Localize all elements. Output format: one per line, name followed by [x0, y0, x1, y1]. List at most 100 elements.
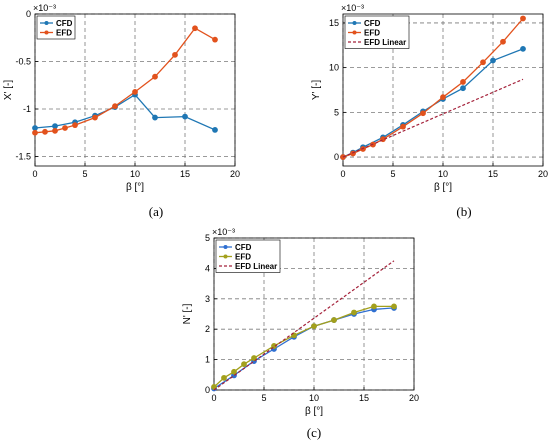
legend-marker [223, 245, 228, 249]
x-tick-label: 20 [409, 393, 419, 403]
x-axis-label: β [°] [434, 182, 452, 193]
data-point-cfd [460, 85, 466, 92]
data-point-efd [52, 127, 58, 134]
y-axis-label: Y' [-] [311, 80, 322, 100]
series-line-efd [213, 305, 394, 388]
y-tick-label: -0.5 [15, 57, 31, 67]
panel-caption: (c) [307, 425, 321, 440]
legend-marker [223, 254, 228, 259]
data-point-efd [241, 361, 247, 368]
data-point-cfd [182, 113, 188, 120]
data-point-efd [480, 59, 486, 66]
data-point-efd [391, 303, 397, 310]
legend-label: EFD [364, 29, 380, 38]
data-point-efd [420, 110, 426, 117]
y-exponent-label: ×10⁻³ [341, 3, 364, 13]
series-line-efd-linear [213, 260, 395, 391]
legend-label: EFD Linear [235, 262, 277, 271]
data-point-efd [221, 374, 227, 381]
legend-label: CFD [56, 19, 73, 28]
data-point-efd [192, 25, 198, 32]
y-tick-label: 4 [205, 263, 210, 273]
data-point-efd [400, 123, 406, 130]
data-point-efd [112, 103, 118, 110]
legend-label: EFD [56, 29, 72, 38]
y-axis-label: N' [-] [182, 303, 193, 324]
x-tick-label: 10 [309, 393, 319, 403]
data-point-efd [42, 128, 48, 135]
data-point-efd [331, 317, 337, 323]
data-point-efd [172, 51, 178, 58]
x-tick-label: 0 [32, 169, 37, 179]
y-axis-label: X' [-] [3, 80, 14, 100]
data-point-cfd [212, 126, 218, 133]
y-tick-label: 1 [205, 355, 210, 365]
data-point-cfd [32, 125, 38, 131]
series-line-efd [34, 27, 216, 134]
data-point-cfd [490, 57, 496, 64]
series-line-cfd [342, 48, 524, 158]
data-point-cfd [520, 45, 526, 52]
legend-marker [44, 30, 49, 35]
x-tick-label: 15 [488, 169, 498, 179]
data-point-efd [132, 89, 138, 95]
legend-label: CFD [235, 243, 252, 252]
y-exponent-label: ×10⁻³ [212, 227, 235, 237]
legend-label: EFD [235, 253, 251, 262]
data-point-efd [62, 125, 68, 131]
data-point-cfd [52, 123, 58, 129]
data-point-efd [92, 114, 98, 121]
data-point-efd [212, 36, 218, 43]
y-tick-label: 15 [329, 18, 339, 28]
series-line-cfd [213, 307, 395, 390]
legend-label: CFD [364, 19, 381, 28]
legend-marker [44, 21, 49, 25]
panel-caption: (a) [149, 204, 163, 219]
y-tick-label: -1.5 [15, 152, 31, 162]
x-tick-label: 10 [130, 169, 140, 179]
data-point-efd [500, 38, 506, 45]
legend-marker [352, 21, 357, 25]
data-point-efd [32, 129, 38, 136]
data-point-cfd [152, 114, 158, 121]
x-tick-label: 20 [538, 169, 548, 179]
data-point-efd [251, 355, 257, 361]
y-tick-label: 2 [205, 324, 210, 334]
y-exponent-label: ×10⁻³ [33, 3, 56, 13]
y-tick-label: 5 [205, 233, 210, 243]
data-point-efd [440, 94, 446, 101]
series-line-cfd [34, 93, 216, 131]
y-tick-label: 10 [329, 63, 339, 73]
x-axis-label: β [°] [126, 182, 144, 193]
x-tick-label: 0 [211, 393, 216, 403]
data-point-efd [520, 15, 526, 22]
panel-caption: (b) [456, 204, 471, 219]
x-tick-label: 10 [438, 169, 448, 179]
chart-panel-a: 0 5 10 15 20-1.5-1-0.50×10⁻³β [°]X' [-]CFDEF… [3, 3, 240, 219]
y-tick-label: 0 [205, 385, 210, 395]
data-point-efd [311, 323, 317, 330]
x-tick-label: 0 [340, 169, 345, 179]
y-tick-label: 0 [334, 152, 339, 162]
y-tick-label: -1 [23, 104, 31, 114]
x-tick-label: 5 [390, 169, 395, 179]
x-tick-label: 15 [359, 393, 369, 403]
x-axis-label: β [°] [305, 406, 323, 417]
y-tick-label: 0 [26, 9, 31, 19]
data-point-efd [460, 79, 466, 85]
legend-label: EFD Linear [364, 38, 406, 47]
data-point-efd [72, 122, 78, 129]
x-tick-label: 15 [180, 169, 190, 179]
y-tick-label: 5 [334, 107, 339, 117]
x-tick-label: 20 [230, 169, 240, 179]
data-point-efd [152, 73, 158, 80]
data-point-efd [351, 309, 357, 316]
data-point-efd [231, 368, 237, 375]
y-tick-label: 3 [205, 294, 210, 304]
x-tick-label: 5 [261, 393, 266, 403]
series-line-efd-linear [342, 78, 524, 158]
legend-marker [352, 30, 357, 35]
